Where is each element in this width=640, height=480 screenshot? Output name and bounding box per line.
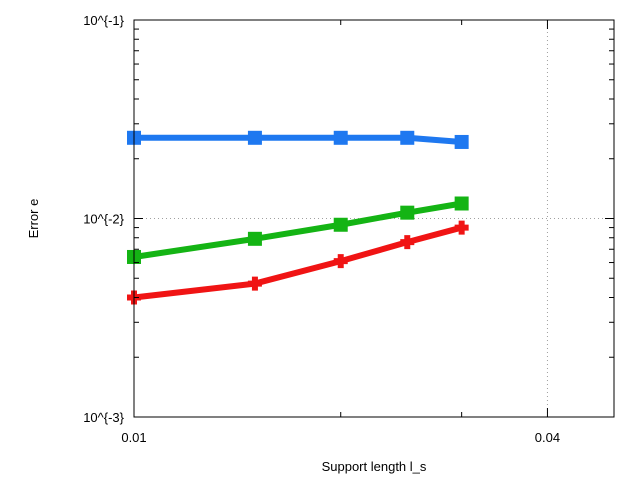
- y-tick-label: 10^{-2}: [83, 212, 124, 227]
- series-layer: [127, 130, 469, 305]
- tick-marks: [133, 19, 614, 418]
- y-tick-label: 10^{-1}: [83, 13, 124, 28]
- x-tick-label: 0.01: [121, 430, 146, 445]
- x-tick-label: 0.04: [535, 430, 560, 445]
- data-point: [247, 231, 262, 246]
- y-tick-label: 10^{-3}: [83, 410, 124, 425]
- x-axis-label: Support length l_s: [322, 459, 427, 474]
- tick-labels: 10^{-1} 10^{-2} 10^{-3} 0.01 0.04: [83, 13, 560, 445]
- data-point: [247, 130, 262, 145]
- series-2: [127, 196, 469, 264]
- series-1: [127, 130, 469, 149]
- data-point: [400, 235, 415, 250]
- data-point: [454, 220, 469, 235]
- series-line: [133, 224, 463, 301]
- data-point: [333, 254, 348, 269]
- y-axis-label: Error e: [26, 199, 41, 239]
- data-point: [333, 130, 348, 145]
- data-point: [333, 217, 348, 232]
- data-point: [454, 196, 469, 211]
- data-point: [400, 205, 415, 220]
- data-point: [400, 130, 415, 145]
- data-point: [247, 276, 262, 291]
- data-point: [454, 134, 469, 149]
